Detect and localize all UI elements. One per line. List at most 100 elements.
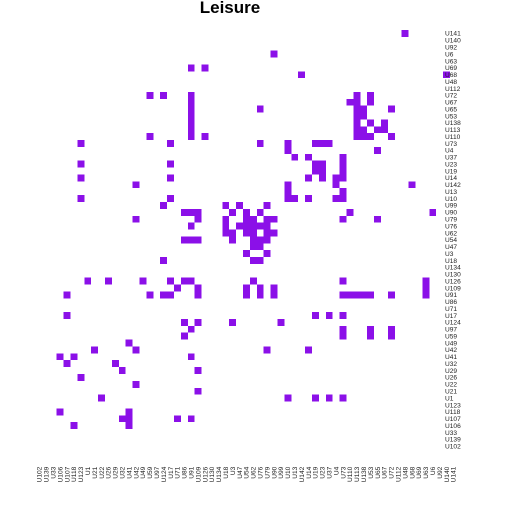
- heatmap-cell: [160, 91, 168, 99]
- heatmap-cell: [318, 174, 326, 182]
- y-tick-label: U22: [445, 382, 457, 389]
- heatmap-cell: [339, 325, 347, 333]
- heatmap-cell: [332, 174, 340, 182]
- heatmap-cell: [339, 277, 347, 285]
- heatmap-cell: [194, 367, 202, 374]
- y-tick-label: U130: [445, 272, 461, 279]
- heatmap-cell: [118, 367, 126, 374]
- heatmap-cell: [132, 346, 140, 354]
- x-tick-label: U71: [175, 466, 182, 478]
- y-tick-label: U48: [445, 79, 457, 86]
- heatmap-cell: [256, 105, 264, 113]
- heatmap-cell: [339, 188, 347, 196]
- y-tick-label: U109: [445, 285, 461, 292]
- x-tick-label: U141: [451, 466, 458, 482]
- x-tick-label: U62: [251, 466, 258, 478]
- heatmap-cell: [346, 208, 354, 216]
- heatmap-cell: [111, 360, 119, 368]
- heatmap-cell: [194, 318, 202, 326]
- x-tick-label: U53: [368, 466, 375, 478]
- heatmap-cell: [291, 195, 299, 202]
- heatmap-cell: [305, 153, 312, 161]
- x-tick-label: U123: [78, 466, 85, 482]
- heatmap-cell: [332, 181, 340, 189]
- heatmap-cell: [305, 174, 312, 182]
- heatmap-cell: [249, 257, 257, 264]
- x-tick-label: U19: [313, 466, 320, 478]
- x-tick-label: U106: [57, 466, 64, 482]
- y-tick-label: U32: [445, 361, 457, 368]
- x-tick-label: U22: [99, 466, 106, 478]
- heatmap-cell: [332, 195, 340, 202]
- heatmap-cell: [401, 30, 409, 37]
- heatmap-cell: [312, 312, 319, 319]
- heatmap-cell: [284, 188, 292, 196]
- x-tick-label: U37: [327, 466, 334, 478]
- heatmap-cell: [187, 126, 195, 134]
- y-tick-label: U113: [445, 127, 461, 134]
- heatmap-cell: [180, 318, 188, 326]
- heatmap-cell: [387, 105, 395, 113]
- heatmap-cell: [387, 133, 395, 141]
- heatmap-cell: [263, 215, 271, 223]
- heatmap-cell: [360, 133, 368, 141]
- x-tick-label: U6: [430, 466, 437, 475]
- heatmap-cell: [249, 215, 257, 223]
- heatmap-cell: [180, 236, 188, 244]
- heatmap-cell: [132, 380, 140, 388]
- heatmap-cell: [270, 229, 278, 237]
- heatmap-cell: [339, 291, 347, 299]
- y-tick-label: U106: [445, 423, 461, 430]
- heatmap-cell: [312, 160, 319, 168]
- heatmap-cell: [387, 291, 395, 299]
- y-tick-label: U42: [445, 347, 457, 354]
- heatmap-cell: [263, 236, 271, 244]
- heatmap-cell: [187, 133, 195, 141]
- y-tick-label: U53: [445, 113, 457, 120]
- y-tick-label: U18: [445, 258, 457, 265]
- cell-layer: [56, 30, 450, 430]
- y-tick-label: U134: [445, 265, 461, 272]
- x-tick-label: U76: [258, 466, 265, 478]
- heatmap-cell: [160, 257, 168, 264]
- heatmap-cell: [256, 140, 264, 147]
- heatmap-cell: [263, 250, 271, 258]
- y-tick-label: U59: [445, 333, 457, 340]
- heatmap-cell: [429, 208, 437, 216]
- heatmap-cell: [312, 394, 319, 402]
- heatmap-cell: [222, 222, 230, 230]
- y-tick-label: U140: [445, 38, 461, 45]
- heatmap-cell: [125, 408, 133, 416]
- heatmap-cell: [222, 229, 230, 237]
- heatmap-cell: [353, 126, 361, 134]
- y-tick-label: U14: [445, 175, 457, 182]
- y-tick-label: U110: [445, 134, 461, 141]
- heatmap-cell: [339, 153, 347, 161]
- heatmap-cell: [277, 318, 285, 326]
- heatmap-cell: [305, 195, 312, 202]
- y-tick-label: U13: [445, 189, 457, 196]
- heatmap-cell: [222, 215, 230, 223]
- heatmap-cell: [167, 160, 174, 168]
- x-tick-label: U65: [375, 466, 382, 478]
- heatmap-cell: [187, 208, 195, 216]
- y-tick-label: U41: [445, 354, 457, 361]
- heatmap-cell: [70, 422, 78, 430]
- y-tick-label: U90: [445, 210, 457, 217]
- y-tick-label: U142: [445, 182, 461, 189]
- y-tick-label: U138: [445, 120, 461, 127]
- x-tick-label: U48: [402, 466, 409, 478]
- heatmap-cell: [270, 215, 278, 223]
- heatmap-cell: [174, 284, 181, 292]
- x-tick-label: U23: [320, 466, 327, 478]
- heatmap-cell: [249, 222, 257, 230]
- heatmap-cell: [187, 119, 195, 127]
- heatmap-cell: [422, 291, 430, 299]
- x-tick-label: U72: [389, 466, 396, 478]
- heatmap-cell: [374, 126, 381, 134]
- heatmap-cell: [353, 105, 361, 113]
- heatmap-cell: [243, 222, 250, 230]
- heatmap-cell: [63, 312, 71, 319]
- x-tick-label: U92: [437, 466, 444, 478]
- heatmap-cell: [339, 174, 347, 182]
